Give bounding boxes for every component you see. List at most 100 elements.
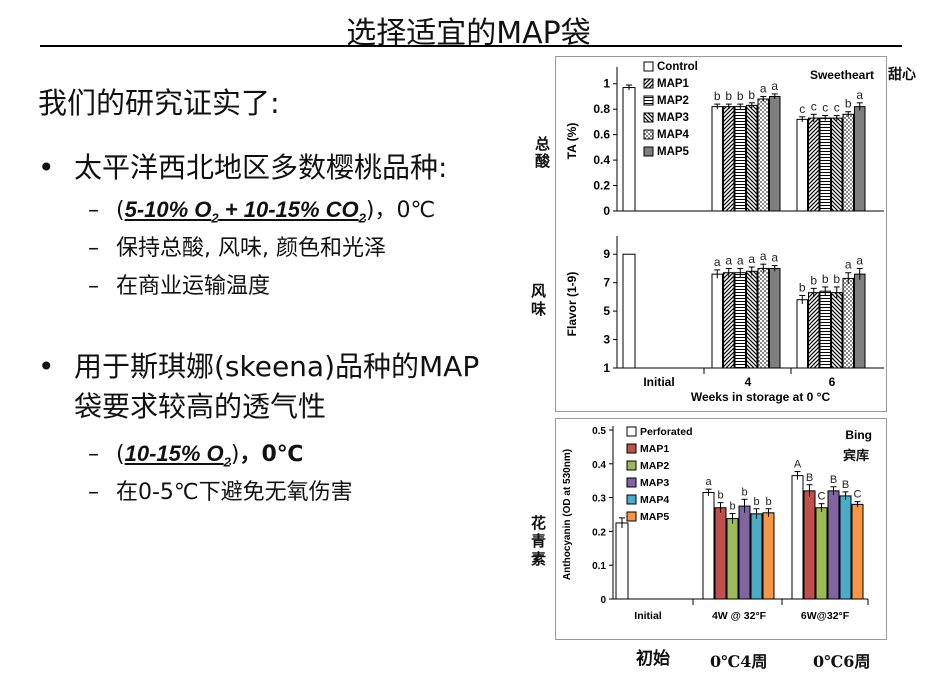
variety-label: Bing [845, 428, 872, 442]
legend-label: MAP3 [657, 112, 689, 124]
bar [734, 106, 746, 212]
bar [746, 104, 758, 212]
bar [615, 522, 629, 600]
legend-label: MAP1 [657, 78, 690, 90]
dash: – [88, 442, 99, 467]
bar [827, 490, 840, 600]
significance-letter: b [737, 89, 744, 103]
legend-swatch [643, 146, 654, 157]
significance-letter: a [748, 252, 755, 266]
significance-letter: a [856, 253, 863, 267]
significance-letter: a [856, 88, 863, 102]
bar [702, 492, 715, 600]
bar [750, 513, 763, 600]
significance-letter: a [760, 249, 767, 263]
legend-label: MAP2 [657, 95, 689, 107]
significance-letter: b [714, 89, 721, 103]
bar [726, 518, 739, 600]
bar [791, 475, 804, 600]
anthocyanin-chart: 0 0.1 0.2 0.3 0.4 0.5 Anthocyanin (OD at 530nm… [562, 426, 872, 622]
legend-label: MAP5 [657, 146, 690, 158]
significance-letter: a [737, 253, 744, 267]
bar [723, 272, 735, 369]
legend-label: MAP5 [640, 511, 669, 523]
bar [796, 118, 808, 212]
y-tick-label: 0.2 [593, 179, 610, 193]
week4-cn-label: 0℃4周 [710, 652, 768, 671]
bullet-skeena: • 用于斯琪娜(skeena)品种的MAP 袋要求较高的透气性 [38, 347, 479, 427]
legend-label: MAP4 [657, 129, 690, 141]
bar [842, 277, 854, 369]
y-tick-label: 1 [603, 361, 610, 375]
y-tick-label: 0.4 [592, 460, 606, 471]
y-tick-label: 0 [603, 204, 610, 217]
legend-label: MAP1 [640, 443, 669, 455]
y-tick-label: 1 [603, 77, 610, 91]
significance-letter: C [818, 491, 826, 503]
bar [622, 253, 636, 369]
bar [851, 503, 864, 600]
sweetheart-cn-label: 甜心 [888, 67, 916, 83]
x-tick-label: 6 [829, 375, 836, 389]
significance-letter: B [806, 472, 813, 484]
y-tick-label: 3 [603, 333, 610, 347]
bar [738, 505, 751, 600]
bar [757, 98, 769, 212]
legend-swatch [626, 494, 637, 505]
bar [842, 113, 854, 212]
bar [854, 106, 866, 212]
bar [854, 273, 866, 369]
x-tick-label: Initial [634, 610, 662, 622]
y-axis-label: Anthocyanin (OD at 530nm) [562, 449, 573, 580]
significance-letter: b [765, 496, 771, 508]
bar [796, 299, 808, 369]
bar [762, 512, 775, 600]
bullet-dot: • [38, 350, 55, 383]
dash: – [88, 198, 99, 223]
legend-swatch [626, 477, 637, 488]
o2-spec: 10-15% O2 [124, 441, 231, 470]
legend-swatch [626, 426, 637, 437]
y-tick-label: 0.6 [593, 128, 610, 142]
legend-swatch [626, 443, 637, 454]
atmosphere-spec: 5-10% O2 + 10-15% CO2 [124, 197, 366, 226]
bar [769, 95, 781, 212]
bar [808, 117, 820, 212]
legend-label: Perforated [640, 426, 693, 438]
bullet-dot: • [38, 151, 55, 184]
significance-letter: a [725, 253, 732, 267]
significance-letter: b [833, 272, 840, 286]
y-axis-label: TA (%) [565, 123, 579, 160]
legend-swatch [643, 129, 654, 140]
significance-letter: B [830, 474, 837, 486]
significance-letter: a [771, 79, 778, 93]
y-tick-label: 5 [603, 304, 610, 318]
week6-cn-label: 0℃6周 [813, 652, 871, 671]
significance-letter: b [799, 280, 806, 294]
significance-letter: b [729, 500, 735, 512]
bar [757, 267, 769, 369]
y-tick-label: 0.3 [592, 494, 606, 505]
legend-label: MAP2 [640, 460, 669, 472]
bar [831, 292, 843, 369]
legend-swatch [626, 511, 637, 522]
significance-letter: C [854, 489, 862, 501]
x-tick-label: Initial [643, 375, 674, 389]
legend-swatch [643, 112, 654, 123]
bar [808, 292, 820, 369]
x-tick-label: 4W @ 32°F [712, 610, 767, 622]
bar [746, 270, 758, 369]
bar [839, 495, 852, 600]
legend-label: Control [657, 61, 698, 73]
significance-letter: b [810, 273, 817, 287]
sub-item-o2-range: – (10-15% O2)，0℃ [88, 441, 304, 470]
y-tick-label: 0.4 [593, 153, 610, 167]
y-tick-label: 0 [600, 595, 606, 606]
variety-label: Sweetheart [810, 68, 874, 82]
y-tick-label: 0.2 [592, 527, 606, 538]
legend-label: MAP3 [640, 477, 669, 489]
significance-letter: c [822, 101, 828, 115]
significance-letter: a [705, 476, 712, 488]
y-tick-label: 9 [603, 247, 610, 261]
